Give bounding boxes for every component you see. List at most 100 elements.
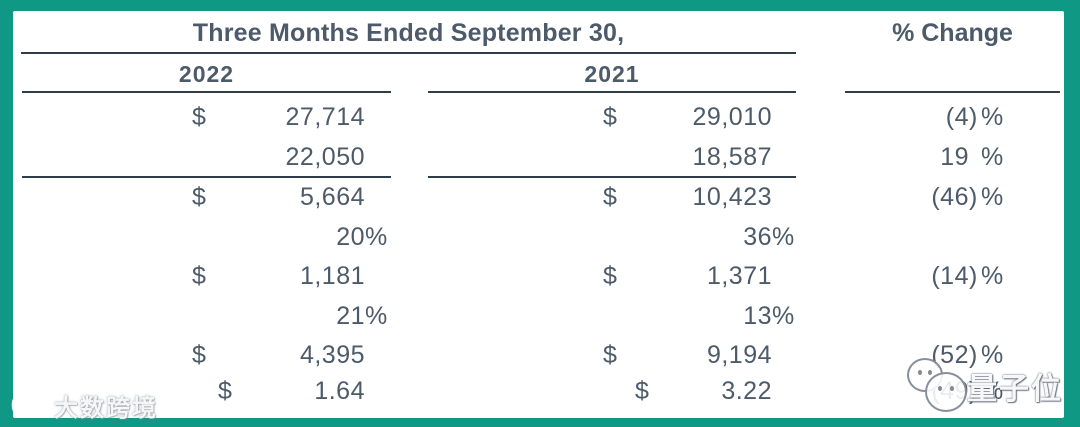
value-2021: 18,587 <box>692 143 772 171</box>
currency-symbol: $ <box>603 103 617 131</box>
paren-close: ) <box>969 183 978 211</box>
value-2021: 10,423 <box>692 183 772 211</box>
col-header-2021: 2021 <box>584 61 640 87</box>
title-underline <box>21 52 796 54</box>
percent-suffix <box>365 336 385 375</box>
percent-suffix: % <box>772 302 795 330</box>
percent-suffix <box>981 218 1000 257</box>
cell-change: (4 ) % <box>845 98 1060 137</box>
table-row: $ 27,714 $ 29,010 (4 ) % <box>0 98 1080 137</box>
cell-2022: 21 % <box>22 297 391 336</box>
change-value: (4 <box>945 103 969 131</box>
cell-2022: 22,050 <box>22 138 391 177</box>
rule-under-2022 <box>22 91 391 93</box>
percent-suffix: % <box>772 223 795 251</box>
cell-2021: 13 % <box>428 297 796 336</box>
currency-symbol <box>603 218 629 257</box>
cell-2022: $ 1.64 <box>22 372 391 411</box>
currency-symbol: $ <box>603 262 617 290</box>
percent-suffix <box>772 98 790 137</box>
change-value: (52 <box>931 341 969 369</box>
cell-2022: $ 4,395 <box>22 336 391 375</box>
change-value <box>845 218 969 257</box>
cell-change <box>845 297 1060 336</box>
table-row: $ 1,181 $ 1,371 (14 ) % <box>0 257 1080 296</box>
paren-close: ) <box>969 377 978 405</box>
mid-rule-2022 <box>22 176 391 178</box>
value-2022: 1.64 <box>314 377 365 405</box>
value-2022: 4,395 <box>299 341 365 369</box>
cell-2021: 36 % <box>428 218 796 257</box>
cell-2021: $ 1,371 <box>428 257 796 296</box>
percent-suffix: % <box>981 103 1004 131</box>
currency-symbol: $ <box>192 341 206 369</box>
table-row: 21 % 13 % <box>0 297 1080 336</box>
currency-symbol <box>603 297 629 336</box>
percent-suffix <box>772 336 790 375</box>
percent-suffix: % <box>365 223 388 251</box>
currency-symbol: $ <box>192 183 206 211</box>
value-2022: 20 <box>336 223 365 251</box>
cell-2022: $ 1,181 <box>22 257 391 296</box>
paren-close <box>969 138 981 177</box>
value-2022: 21 <box>336 302 365 330</box>
percent-suffix <box>365 138 385 177</box>
percent-suffix: % <box>365 302 388 330</box>
change-value: (14 <box>931 262 969 290</box>
table-title: Three Months Ended September 30, <box>192 19 625 47</box>
currency-symbol <box>603 138 629 177</box>
pct-change-header: % Change <box>892 19 1013 47</box>
percent-suffix: % <box>981 377 1004 405</box>
value-2021: 13 <box>743 302 772 330</box>
table-sheet <box>13 11 1064 418</box>
paren-close: ) <box>969 341 978 369</box>
rule-under-change <box>845 91 1060 93</box>
value-2021: 1,371 <box>706 262 772 290</box>
cell-2021: $ 10,423 <box>428 178 796 217</box>
percent-suffix: % <box>981 143 1004 171</box>
cell-2021: $ 29,010 <box>428 98 796 137</box>
cell-2021: $ 3.22 <box>428 372 796 411</box>
cell-change: (52 ) % <box>845 336 1060 375</box>
cell-2022: 20 % <box>22 218 391 257</box>
percent-suffix <box>981 297 1000 336</box>
percent-suffix <box>365 372 385 411</box>
percent-suffix: % <box>981 341 1004 369</box>
cell-change: (46 ) % <box>845 178 1060 217</box>
percent-suffix <box>772 257 790 296</box>
value-2022: 22,050 <box>285 143 365 171</box>
table-row: 20 % 36 % <box>0 218 1080 257</box>
currency-symbol: $ <box>192 262 206 290</box>
cell-2022: $ 5,664 <box>22 178 391 217</box>
percent-suffix <box>772 178 790 217</box>
cell-change: (14 ) % <box>845 257 1060 296</box>
change-value: 19 <box>940 143 969 171</box>
value-2021: 36 <box>743 223 772 251</box>
percent-suffix <box>772 138 790 177</box>
change-value <box>845 297 969 336</box>
currency-symbol: $ <box>635 377 649 405</box>
change-value: (46 <box>931 183 969 211</box>
mid-rule-2021 <box>428 176 796 178</box>
col-header-2022: 2022 <box>178 61 235 87</box>
value-2021: 29,010 <box>692 103 772 131</box>
table-row: $ 5,664 $ 10,423 (46 ) % <box>0 178 1080 217</box>
currency-symbol: $ <box>218 377 232 405</box>
paren-close <box>969 297 981 336</box>
cell-2022: $ 27,714 <box>22 98 391 137</box>
table-row: $ 4,395 $ 9,194 (52 ) % <box>0 336 1080 375</box>
value-2022: 5,664 <box>299 183 365 211</box>
percent-suffix <box>772 372 790 411</box>
cell-2021: 18,587 <box>428 138 796 177</box>
currency-symbol: $ <box>192 103 206 131</box>
rule-under-2021 <box>428 91 796 93</box>
value-2021: 3.22 <box>721 377 772 405</box>
value-2022: 27,714 <box>285 103 365 131</box>
percent-suffix <box>365 257 385 296</box>
value-2021: 9,194 <box>706 341 772 369</box>
currency-symbol <box>192 297 218 336</box>
change-value: (49 <box>931 377 969 405</box>
cell-change: 19 % <box>845 138 1060 177</box>
paren-close <box>969 218 981 257</box>
